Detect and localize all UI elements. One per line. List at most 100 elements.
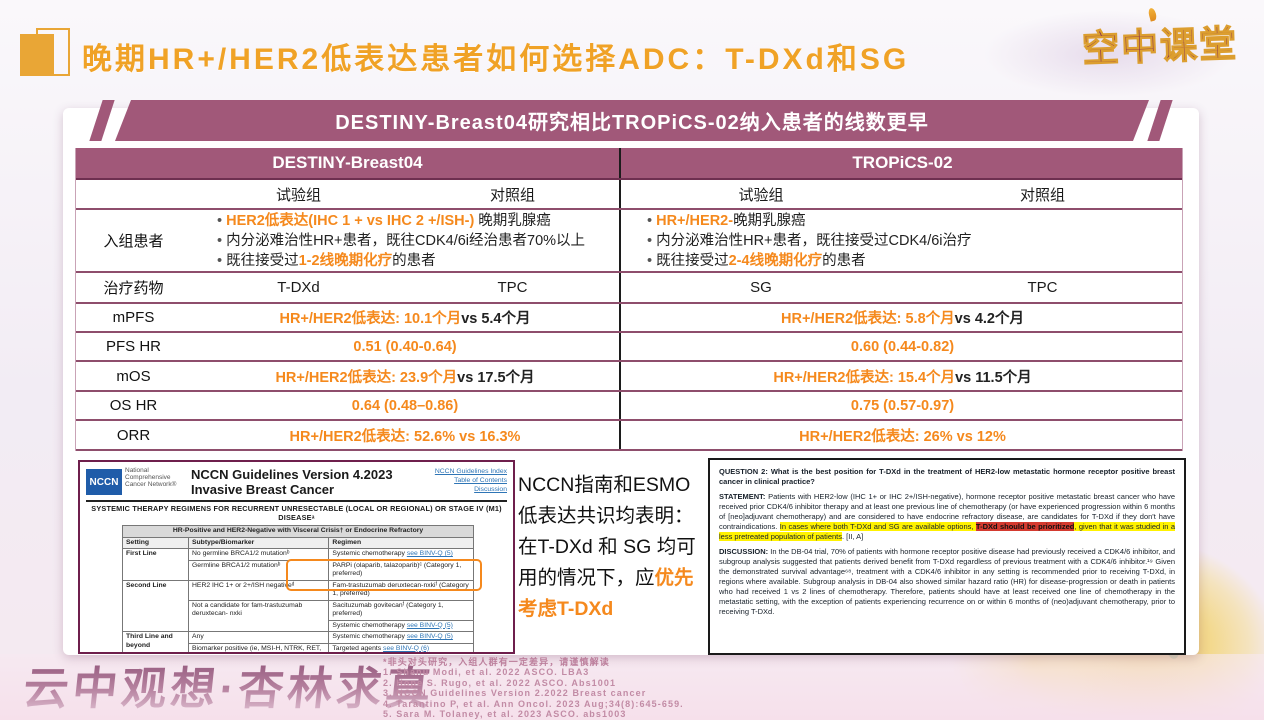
criteria-item: 既往接受过1-2线晚期化疗的患者 [217,251,435,271]
destiny-enroll-criteria: HER2低表达(IHC 1 + vs IHC 2 +/ISH-) 晚期乳腺癌 内… [191,210,621,271]
criteria-item: 既往接受过2-4线晚期化疗的患者 [647,251,865,271]
tropics-test-arm-label: 试验组 [738,186,784,204]
tropics-os-hr-value: 0.75 (0.57-0.97) [850,397,955,414]
reference-item: 4. Tarantino P, et al. Ann Oncol. 2023 A… [383,698,684,709]
nccn-regimen-cell: Sacituzumab govitecanᶠ (Category 1, pref… [328,599,474,621]
nccn-setting-cell: First Line [122,548,189,581]
row-label: 入组患者 [103,233,164,250]
destiny-mos-value: HR+/HER2低表达: 23.9个月 vs 17.5个月 [191,362,621,390]
subheader-spacer [76,180,191,208]
nccn-regimen-cell: Systemic chemotherapy see BINV-Q (5) [328,619,474,632]
air-classroom-logo: 空中课堂 [1081,23,1240,71]
table-subheader-row: 试验组 对照组 试验组 对照组 [76,180,1182,210]
reference-item: 5. Sara M. Tolaney, et al. 2023 ASCO. ab… [383,709,627,720]
nccn-setting-cell: Third Line and beyond [122,631,189,652]
references: *非头对头研究，入组人群有一定差异，请谨慎解读 1. Shanu Modi, e… [383,657,684,719]
nccn-regimen-cell: Systemic chemotherapy see BINV-Q (5) [328,631,474,644]
nccn-regimen-cell: Targeted agents see BINV-Q (6) [328,642,474,652]
nccn-guidelines-version: NCCN Guidelines Version 4.2023 [191,467,393,482]
nccn-discussion-link[interactable]: Discussion [474,486,507,493]
binv-q-link[interactable]: see BINV-Q (5) [406,550,453,557]
destiny-test-arm-label: 试验组 [275,186,321,204]
criteria-item: 内分泌难治性HR+患者，既往CDK4/6i经治患者70%以上 [217,231,585,251]
nccn-regimen-cell: Systemic chemotherapy see BINV-Q (5) [328,548,474,561]
nccn-subtype-cell: Biomarker positive (ie, MSI-H, NTRK, RET… [187,642,330,652]
destiny-os-hr-value: 0.64 (0.48–0.86) [191,392,621,419]
tropics-mos-value: HR+/HER2低表达: 15.4个月 vs 11.5个月 [773,369,1032,386]
destiny-pfs-hr-value: 0.51 (0.40-0.64) [191,333,621,360]
nccn-section-title: SYSTEMIC THERAPY REGIMENS FOR RECURRENT … [91,504,502,522]
esmo-consensus-panel: QUESTION 2: What is the best position fo… [708,458,1186,655]
nccn-row: Germline BRCA1/2 mutationᵇ PARPi (olapar… [123,559,474,581]
binv-q-link[interactable]: see BINV-Q (5) [406,621,453,629]
nccn-setting-cell: Second Line [122,579,189,632]
esmo-question: QUESTION 2: What is the best position fo… [719,467,1175,486]
nccn-row: First Line No germline BRCA1/2 mutationᵇ… [122,548,474,581]
nccn-table-title: HR-Positive and HER2-Negative with Visce… [122,525,474,538]
tropics-enroll-criteria: HR+/HER2-晚期乳腺癌 内分泌难治性HR+患者，既往接受过CDK4/6i治… [621,210,1184,271]
header-destiny: DESTINY-Breast04 [76,148,621,178]
comparison-table: DESTINY-Breast04 TROPiCS-02 试验组 对照组 试验组 … [75,148,1183,451]
nccn-subtype-cell: No germline BRCA1/2 mutationᵇ [187,548,330,561]
tropics-control-arm-label: 对照组 [1019,186,1065,204]
os-hr-row: OS HR 0.64 (0.48–0.86) 0.75 (0.57-0.97) [76,392,1182,421]
esmo-statement: STATEMENT: Patients with HER2-low (IHC 1… [719,492,1176,541]
outline-square-icon [36,28,70,76]
nccn-col-regimen: Regimen [328,536,474,549]
criteria-item: 内分泌难治性HR+患者，既往接受过CDK4/6i治疗 [647,231,971,251]
criteria-item: HER2低表达(IHC 1 + vs IHC 2 +/ISH-) 晚期乳腺癌 [217,211,551,231]
destiny-control-drug: TPC [406,273,621,302]
tropics-orr-value: HR+/HER2低表达: 26% vs 12% [799,428,1006,445]
nccn-col-setting: Setting [122,536,189,549]
nccn-links: NCCN Guidelines Index Table of Contents … [417,467,507,494]
page-title: 晚期HR+/HER2低表达患者如何选择ADC：T-DXd和SG [82,43,910,76]
row-label: ORR [116,426,151,444]
yellow-highlight: In cases where both T-DXd and SG are ava… [779,522,976,531]
nccn-table-of-contents-link[interactable]: Table of Contents [454,477,507,484]
nccn-regimen-cell: PARPi (olaparib, talazoparib)ᶜ (Category… [328,559,474,581]
pfs-hr-row: PFS HR 0.51 (0.40-0.64) 0.60 (0.44-0.82) [76,333,1182,362]
criteria-item: HR+/HER2-晚期乳腺癌 [647,211,805,231]
nccn-logo: NCCN [86,469,122,495]
nccn-guidelines-panel: NCCN National Comprehensive Cancer Netwo… [78,460,515,654]
nccn-table-wrap: HR-Positive and HER2-Negative with Visce… [122,525,482,652]
tropics-pfs-hr-value: 0.60 (0.44-0.82) [850,338,955,355]
treatment-drug-row: 治疗药物 T-DXd TPC SG TPC [76,273,1182,304]
tropics-mpfs-value: HR+/HER2低表达: 5.8个月 vs 4.2个月 [781,311,1024,327]
nccn-divider [86,500,507,502]
nccn-col-subtype: Subtype/Biomarker [187,536,330,549]
reference-item: 3. NCCN Guidelines Version 2.2022 Breast… [383,688,647,699]
footer-band [0,654,1264,720]
nccn-regimen-table: HR-Positive and HER2-Negative with Visce… [122,525,474,652]
conclusion-highlight: 优先考虑T-DXd [518,567,694,620]
row-label: PFS HR [105,338,161,355]
nccn-subtype-cell: Germline BRCA1/2 mutationᵇ [187,559,330,581]
destiny-control-arm-label: 对照组 [406,180,621,208]
watermark-text: 云中观想·杏林求真 [21,652,439,717]
binv-q-link[interactable]: see BINV-Q (6) [383,644,430,652]
row-label: mOS [116,367,151,385]
reference-note: *非头对头研究，入组人群有一定差异，请谨慎解读 [383,657,610,667]
tropics-test-drug: SG [750,279,772,296]
nccn-row: Second Line HER2 IHC 1+ or 2+/ISH negati… [122,579,474,632]
destiny-mpfs-value: HR+/HER2低表达: 10.1个月 vs 5.4个月 [191,304,621,331]
orr-row: ORR HR+/HER2低表达: 52.6% vs 16.3% HR+/HER2… [76,421,1182,451]
conclusion-note: NCCN指南和ESMO低表达共识均表明：在T-DXd 和 SG 均可用的情况下，… [518,474,696,620]
destiny-test-drug: T-DXd [277,279,320,296]
nccn-row: Biomarker positive (ie, MSI-H, NTRK, RET… [123,642,474,652]
nccn-guidelines-index-link[interactable]: NCCN Guidelines Index [434,468,507,475]
binv-q-link[interactable]: see BINV-Q (5) [406,633,453,640]
nccn-subtype-cell: Not a candidate for fam-trastuzumab deru… [187,599,330,632]
nccn-row: Third Line and beyond Any Systemic chemo… [122,631,474,652]
reference-item: 2. Hope S. Rugo, et al. 2022 ASCO. Abs10… [383,677,617,688]
nccn-org-name: National Comprehensive Cancer Network® [125,467,177,488]
banner-text: DESTINY-Breast04研究相比TROPiCS-02纳入患者的线数更早 [335,112,929,134]
mpfs-row: mPFS HR+/HER2低表达: 10.1个月 vs 5.4个月 HR+/HE… [76,304,1182,333]
title-squares-icon [18,26,74,80]
esmo-discussion: DISCUSSION: In the DB-04 trial, 70% of p… [719,547,1175,616]
mos-row: mOS HR+/HER2低表达: 23.9个月 vs 17.5个月 HR+/HE… [76,362,1182,392]
destiny-orr-value: HR+/HER2低表达: 52.6% vs 16.3% [191,421,621,449]
tropics-control-drug: TPC [1027,279,1058,296]
nccn-subtype-cell: Any [187,631,330,644]
nccn-row: Not a candidate for fam-trastuzumab deru… [123,599,474,632]
